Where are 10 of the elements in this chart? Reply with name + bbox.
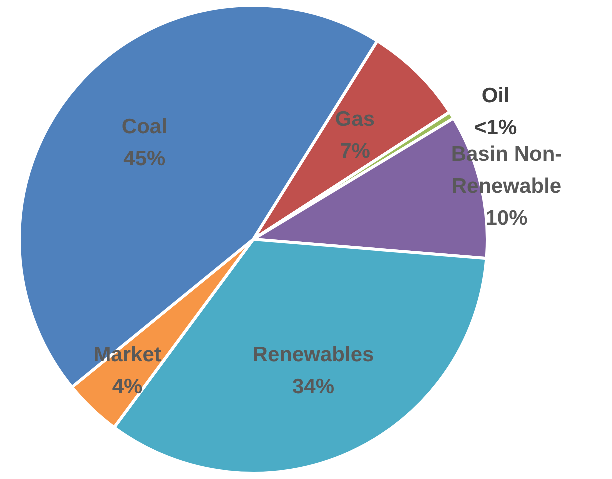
data-label: 4%	[112, 375, 144, 398]
slice-label: Coal	[122, 115, 168, 138]
slice-label: Oil	[482, 84, 510, 108]
slice-label: Gas	[335, 108, 376, 131]
data-label: 7%	[340, 140, 371, 163]
data-label: 34%	[292, 375, 335, 398]
data-label: 10%	[486, 206, 528, 230]
data-label: 45%	[124, 147, 166, 170]
slice-label: Renewables	[252, 343, 374, 366]
data-label: <1%	[474, 116, 518, 140]
